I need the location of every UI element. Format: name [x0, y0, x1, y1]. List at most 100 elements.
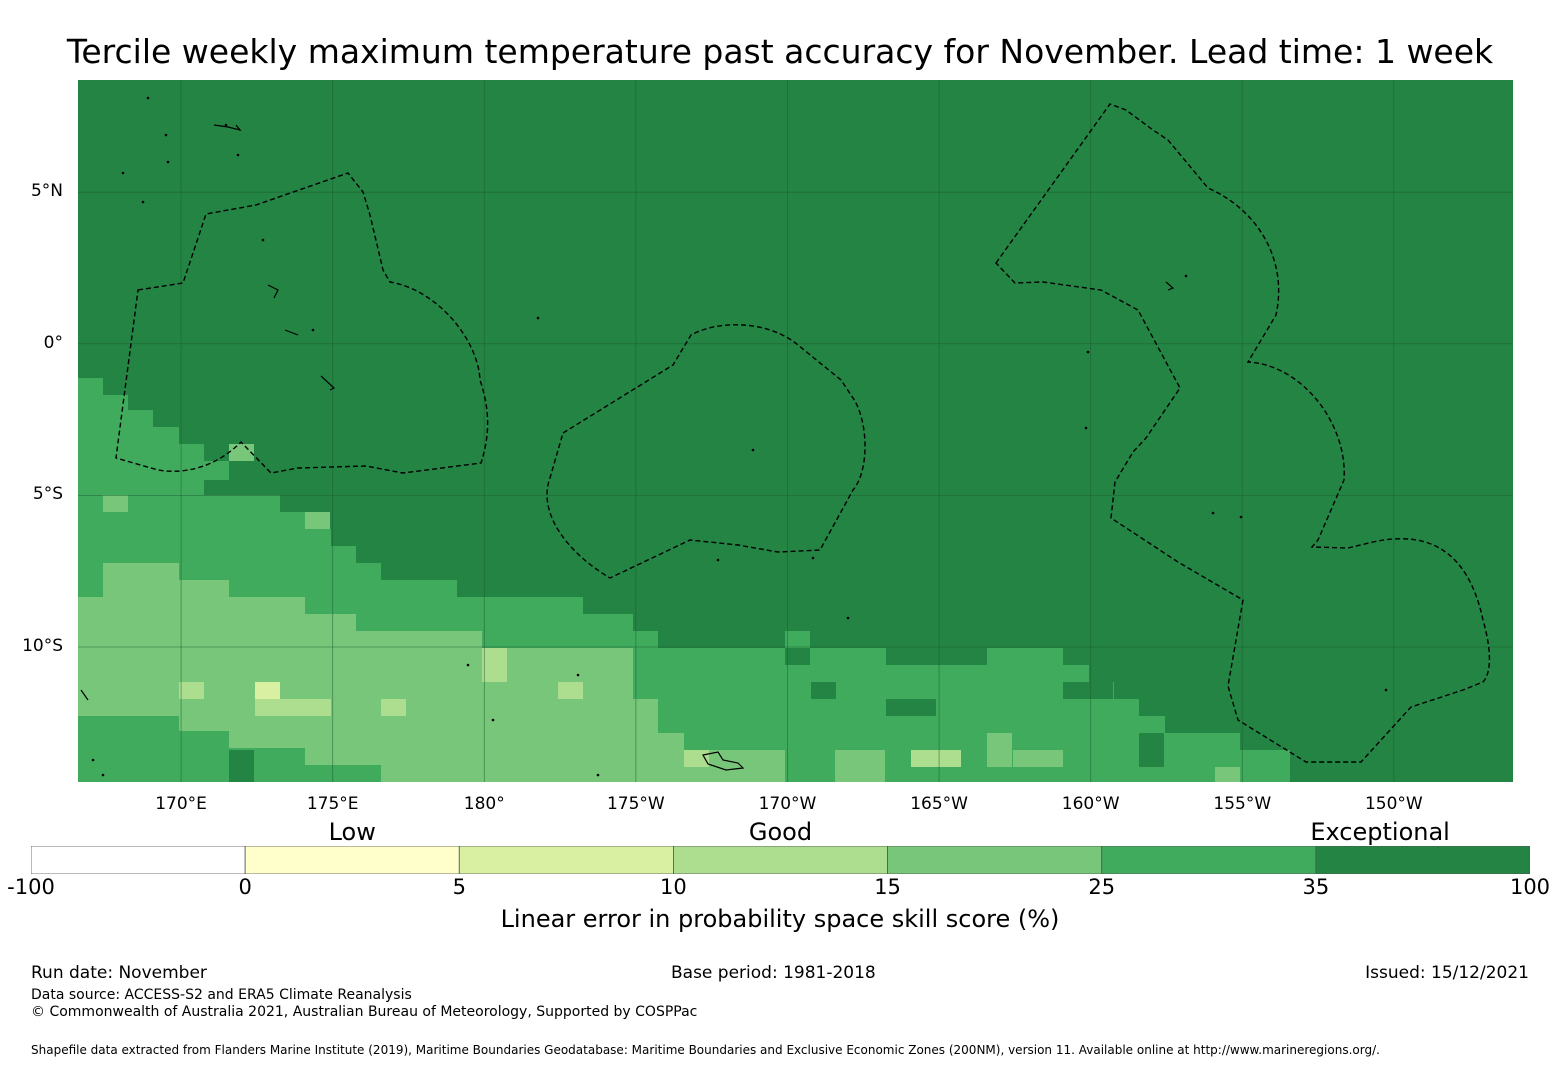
- lat-label-1: 0°: [43, 332, 63, 353]
- island-small-4: [1165, 281, 1175, 291]
- island-dot-0: [146, 96, 150, 100]
- cell-skill-10-15-e: [558, 682, 583, 699]
- colorbar-tick-0: -100: [7, 875, 55, 899]
- island-dot-8: [311, 328, 315, 332]
- cells-skill-15-25: [78, 563, 785, 782]
- lon-label-5: 165°W: [910, 794, 968, 814]
- lon-label-3: 175°W: [606, 794, 665, 814]
- island-dot-23: [91, 758, 95, 762]
- island-dot-14: [846, 616, 850, 620]
- island-outlines: [80, 124, 1175, 771]
- island-dot-2: [166, 160, 170, 164]
- colorbar: [31, 846, 1530, 874]
- island-dot-1: [164, 133, 168, 137]
- colorbar-segment-2: [458, 846, 674, 874]
- island-small-5: [284, 329, 299, 336]
- skill-score-map: [78, 80, 1513, 782]
- colorbar-segment-3: [673, 846, 888, 874]
- cell-skill-35-100-d: [886, 699, 936, 716]
- cell-skill-35-100-c: [785, 648, 810, 665]
- colorbar-tick-5: 25: [1088, 875, 1116, 899]
- island-dot-11: [1211, 511, 1215, 515]
- run-date: Run date: November: [31, 963, 207, 983]
- cell-skill-5-10-a: [255, 682, 280, 699]
- island-dots: [91, 96, 1388, 777]
- island-small-2: [267, 284, 279, 299]
- cell-skill-15-25-m: [305, 512, 330, 529]
- shapefile-credit: Shapefile data extracted from Flanders M…: [31, 1043, 1380, 1057]
- island-dot-22: [596, 773, 600, 777]
- base-period: Base period: 1981-2018: [671, 963, 876, 983]
- cell-skill-10-15-f: [684, 750, 709, 767]
- colorbar-tick-1: 0: [238, 875, 252, 899]
- cell-skill-15-25-j: [1013, 750, 1063, 767]
- island-dot-20: [466, 663, 470, 667]
- colorbar-segment-4: [887, 846, 1103, 874]
- issued-date: Issued: 15/12/2021: [1365, 963, 1529, 983]
- island-dot-17: [1086, 350, 1090, 354]
- island-dot-25: [536, 316, 540, 320]
- island-dot-12: [1084, 426, 1088, 430]
- island-small-6: [80, 689, 89, 701]
- cell-skill-10-15-c: [381, 699, 406, 716]
- island-dot-10: [1239, 515, 1243, 519]
- island-dot-16: [751, 448, 755, 452]
- island-samoa: [702, 751, 745, 771]
- cell-skill-15-25-k: [1215, 767, 1240, 782]
- colorbar-segment-1: [244, 846, 460, 874]
- colorbar-tick-2: 5: [452, 875, 466, 899]
- colorbar-segment-0: [31, 846, 246, 874]
- lat-label-3: 10°S: [22, 635, 63, 656]
- category-label-2: Exceptional: [1310, 818, 1450, 846]
- lon-label-0: 170°E: [155, 794, 207, 814]
- lon-label-8: 150°W: [1364, 794, 1423, 814]
- island-dot-7: [261, 238, 265, 242]
- island-dot-19: [576, 673, 580, 677]
- cell-skill-35-100-b: [811, 682, 836, 699]
- cell-skill-10-15-b: [255, 699, 331, 716]
- colorbar-title: Linear error in probability space skill …: [500, 905, 1060, 933]
- colorbar-tick-6: 35: [1302, 875, 1330, 899]
- cell-skill-35-100-f: [1139, 733, 1164, 767]
- island-dot-9: [1184, 274, 1188, 278]
- island-dot-18: [1384, 688, 1388, 692]
- island-dot-15: [716, 558, 720, 562]
- island-dot-13: [811, 556, 815, 560]
- cell-skill-15-25-i: [835, 750, 885, 782]
- skill-cells: [78, 378, 1513, 782]
- category-label-0: Low: [328, 818, 376, 846]
- eez-boundaries: [115, 103, 1491, 763]
- island-dot-4: [236, 153, 240, 157]
- cell-skill-35-100-e: [1063, 682, 1113, 699]
- island-small-3: [320, 375, 336, 391]
- data-source: Data source: ACCESS-S2 and ERA5 Climate …: [31, 987, 412, 1003]
- lon-label-2: 180°: [463, 794, 505, 814]
- cell-skill-35-100-a: [229, 750, 254, 782]
- colorbar-tick-7: 100: [1509, 875, 1551, 899]
- colorbar-segment-6: [1315, 846, 1530, 874]
- cell-skill-10-15-a: [179, 682, 204, 699]
- cell-skill-15-25-h: [987, 733, 1012, 767]
- island-small-1: [213, 124, 242, 132]
- cell-skill-10-15-g: [911, 750, 961, 767]
- copyright: © Commonwealth of Australia 2021, Austra…: [31, 1004, 698, 1020]
- island-dot-21: [491, 718, 495, 722]
- map-title: Tercile weekly maximum temperature past …: [66, 32, 1494, 71]
- eez-boundary-kiribati-gilbert: [115, 172, 489, 474]
- lat-label-0: 5°N: [30, 181, 63, 202]
- lon-label-1: 175°E: [306, 794, 359, 814]
- cell-skill-10-15-d: [482, 648, 507, 682]
- cell-skill-15-25-l: [103, 495, 128, 512]
- island-dot-3: [224, 123, 228, 127]
- island-dot-6: [141, 200, 145, 204]
- category-label-1: Good: [748, 818, 813, 846]
- cell-skill-35-100-g: [1341, 750, 1513, 782]
- lon-label-6: 160°W: [1061, 794, 1120, 814]
- colorbar-tick-3: 10: [660, 875, 687, 899]
- eez-boundary-phoenix: [546, 324, 866, 579]
- lon-label-4: 170°W: [758, 794, 817, 814]
- colorbar-tick-4: 15: [874, 875, 901, 899]
- lat-label-2: 5°S: [32, 484, 63, 505]
- island-dot-5: [121, 171, 125, 175]
- colorbar-segment-5: [1101, 846, 1317, 874]
